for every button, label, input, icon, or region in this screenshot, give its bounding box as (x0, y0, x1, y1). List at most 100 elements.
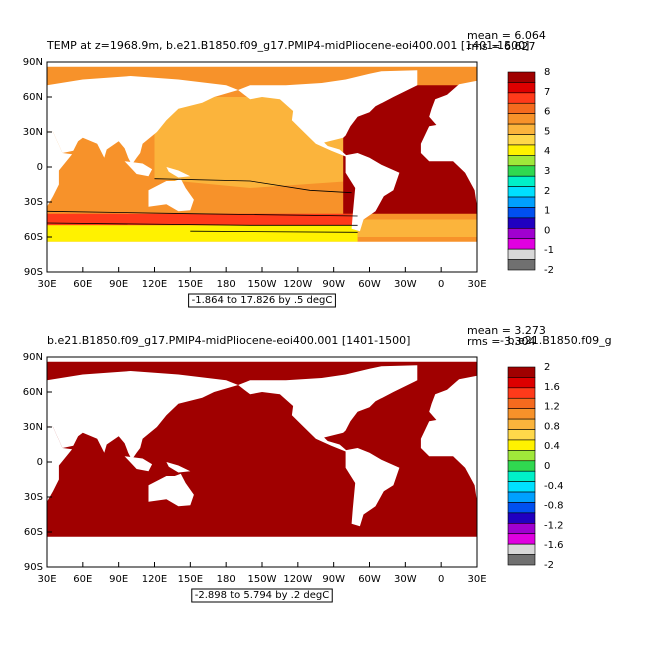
colorbar-box (507, 470, 536, 482)
colorbar-label: -1 (544, 245, 554, 256)
lon-label: 30E (37, 574, 56, 585)
lon-label: 60E (73, 279, 92, 290)
colorbar-box (507, 102, 536, 114)
colorbar-box (507, 460, 536, 472)
lat-label: 90S (24, 562, 43, 573)
lat-label: 30N (23, 127, 43, 138)
ocean-field (47, 213, 358, 226)
land (238, 365, 418, 453)
colorbar-box (507, 366, 536, 378)
colorbar-box (507, 533, 536, 545)
colorbar-box (507, 408, 536, 420)
panel-title: TEMP at z=1968.9m, b.e21.B1850.f09_g17.P… (46, 39, 529, 52)
colorbar-box (507, 491, 536, 503)
colorbar-label: -0.4 (544, 481, 564, 492)
lat-label: 30N (23, 422, 43, 433)
colorbar-box (507, 248, 536, 260)
ocean-field (357, 219, 477, 237)
colorbar-label: 2 (544, 362, 550, 373)
land (238, 70, 418, 158)
colorbar-box (507, 175, 536, 187)
lon-label: 150W (248, 574, 277, 585)
colorbar-box (507, 377, 536, 389)
colorbar-label: -1.6 (544, 540, 564, 551)
contour-line (190, 230, 358, 233)
ocean-field (47, 225, 358, 242)
colorbar-box (507, 144, 536, 156)
colorbar-box (507, 207, 536, 219)
land (47, 241, 477, 272)
colorbar-box (507, 155, 536, 167)
colorbar-box (507, 418, 536, 430)
lon-label: 180 (217, 574, 236, 585)
mean-text: mean = 3.273 (467, 324, 546, 337)
colorbar-box (507, 450, 536, 462)
lon-label: 90W (322, 574, 345, 585)
land (166, 167, 191, 178)
colorbar-box (507, 82, 536, 94)
colorbar-box (507, 123, 536, 135)
land (166, 462, 191, 473)
contour-info-text: -2.898 to 5.794 by .2 degC (195, 590, 329, 601)
colorbar-label: -0.8 (544, 501, 564, 512)
land (47, 536, 477, 567)
land (148, 473, 194, 507)
contour-info-box (188, 293, 336, 308)
colorbar-box (507, 554, 536, 566)
colorbar-box (507, 523, 536, 535)
colorbar-label: 1 (544, 206, 550, 217)
colorbar-box (507, 397, 536, 409)
colorbar-label: 5 (544, 126, 550, 137)
contour-info: -2.898 to 5.794 by .2 degC (191, 588, 333, 603)
colorbar-box (507, 481, 536, 493)
colorbar-label: 7 (544, 87, 550, 98)
lon-label: 150W (248, 279, 277, 290)
rms-text: rms = 3.304 (467, 335, 535, 348)
lat-label: 60N (23, 92, 43, 103)
lat-label: 30S (24, 197, 43, 208)
land (420, 375, 477, 502)
colorbar-label: -1.2 (544, 520, 564, 531)
colorbar-box (507, 502, 536, 514)
lon-label: 60W (358, 279, 381, 290)
colorbar-box (507, 228, 536, 240)
contour-line (46, 222, 358, 226)
land (47, 425, 73, 502)
lat-label: 30S (24, 492, 43, 503)
lat-label: 90N (23, 57, 43, 68)
lon-label: 120W (283, 279, 312, 290)
colorbar-label: 0 (544, 225, 550, 236)
contour-info-box (191, 588, 333, 603)
colorbar-box (507, 165, 536, 177)
colorbar-box (507, 512, 536, 524)
colorbar-label: 1.2 (544, 402, 560, 413)
land (47, 371, 239, 460)
land (345, 153, 400, 232)
lat-label: 0 (37, 457, 43, 468)
lon-label: 0 (438, 574, 444, 585)
land (148, 178, 194, 212)
lon-label: 30E (467, 574, 486, 585)
colorbar-label: 4 (544, 146, 550, 157)
lon-label: 120E (142, 574, 167, 585)
land (47, 76, 239, 165)
lon-label: 90E (109, 574, 128, 585)
colorbar-box (507, 429, 536, 441)
lon-label: 30W (394, 574, 417, 585)
panel-title: b.e21.B1850.f09_g17.PMIP4-midPliocene-eo… (47, 334, 410, 347)
colorbar-label: 1.6 (544, 382, 560, 393)
land (47, 62, 477, 67)
colorbar-box (507, 92, 536, 104)
lon-label: 30E (37, 279, 56, 290)
land (345, 448, 400, 527)
land (47, 357, 477, 362)
lat-label: 90S (24, 267, 43, 278)
colorbar-label: -2 (544, 560, 554, 571)
map: 30E 60E 90E 120E 150E 180 150W 120W 90W 60W 30W 0 30… (23, 57, 487, 290)
colorbar-label: 3 (544, 166, 550, 177)
lon-label: 150E (178, 279, 203, 290)
lon-label: 90W (322, 279, 345, 290)
lat-label: 60S (24, 232, 43, 243)
colorbar-box (507, 259, 536, 271)
lon-label: 180 (217, 279, 236, 290)
